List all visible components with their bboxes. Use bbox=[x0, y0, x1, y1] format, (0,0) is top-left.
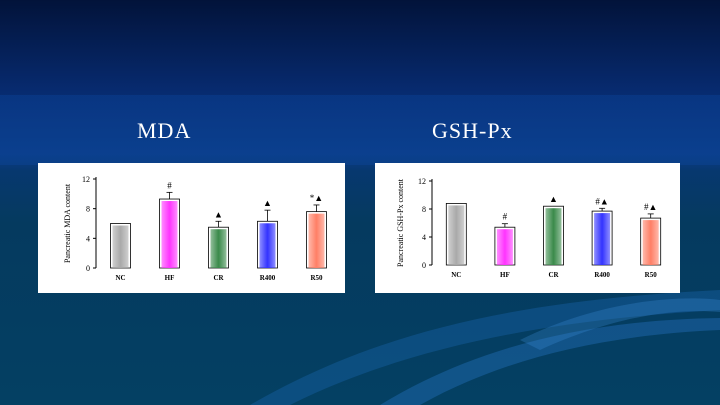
gsh-x-tick-label: HF bbox=[500, 271, 510, 279]
mda-x-tick-label: CR bbox=[213, 274, 224, 282]
mda-title: MDA bbox=[137, 118, 192, 143]
gsh-x-tick-label: NC bbox=[451, 271, 461, 279]
mda-chart-panel: Pancreatic MDA content 0 4 8 12 NC # HF ▲ CR ▲ R400… bbox=[38, 163, 345, 293]
mda-x-tick-label: R400 bbox=[260, 274, 276, 282]
gsh-significance-mark: #▲ bbox=[644, 202, 657, 212]
mda-x-tick-label: R50 bbox=[310, 274, 323, 282]
mda-y-tick-label: 12 bbox=[82, 175, 90, 184]
gsh-y-axis-label: Pancreatic GSH-Px content bbox=[396, 178, 405, 267]
gsh-bar-r400 bbox=[594, 213, 611, 265]
gsh-bar-r50 bbox=[642, 220, 659, 265]
mda-y-axis-label: Pancreatic MDA content bbox=[63, 183, 72, 263]
gsh-y-tick-label: 0 bbox=[422, 261, 426, 270]
gsh-x-tick-label: CR bbox=[548, 271, 559, 279]
gsh-significance-mark: # bbox=[503, 212, 508, 222]
mda-significance-mark: ▲ bbox=[263, 198, 272, 208]
mda-x-tick-label: NC bbox=[115, 274, 125, 282]
mda-bar-nc bbox=[112, 225, 129, 268]
mda-bar-r50 bbox=[308, 213, 325, 268]
mda-bar-r400 bbox=[259, 223, 276, 268]
gsh-significance-mark: #▲ bbox=[595, 196, 608, 206]
gsh-significance-mark: ▲ bbox=[549, 194, 558, 204]
gsh-px-bar-chart: Pancreatic GSH-Px content 0 4 8 12 NC # HF ▲ CR #▲… bbox=[396, 177, 662, 279]
gsh-y-tick-label: 4 bbox=[422, 233, 426, 242]
mda-y-tick-label: 8 bbox=[86, 205, 90, 214]
mda-bar-chart: Pancreatic MDA content 0 4 8 12 NC # HF ▲ CR ▲ R400… bbox=[63, 175, 327, 282]
gsh-px-title: GSH-Px bbox=[432, 118, 513, 143]
mda-significance-mark: # bbox=[167, 180, 172, 190]
mda-x-tick-label: HF bbox=[165, 274, 175, 282]
gsh-y-tick-label: 12 bbox=[418, 177, 426, 186]
mda-bar-hf bbox=[161, 201, 178, 268]
gsh-x-tick-label: R50 bbox=[645, 271, 658, 279]
gsh-bar-nc bbox=[448, 205, 465, 265]
gsh-px-chart-panel: Pancreatic GSH-Px content 0 4 8 12 NC # HF ▲ CR #▲… bbox=[375, 163, 680, 293]
gsh-x-tick-label: R400 bbox=[594, 271, 610, 279]
mda-significance-mark: ▲ bbox=[214, 209, 223, 219]
mda-significance-mark: *▲ bbox=[310, 193, 323, 203]
gsh-y-tick-label: 8 bbox=[422, 205, 426, 214]
mda-y-tick-label: 0 bbox=[86, 264, 90, 273]
mda-bar-cr bbox=[210, 229, 227, 268]
mda-y-tick-label: 4 bbox=[86, 234, 90, 243]
gsh-bar-hf bbox=[496, 229, 513, 265]
gsh-bar-cr bbox=[545, 208, 562, 265]
